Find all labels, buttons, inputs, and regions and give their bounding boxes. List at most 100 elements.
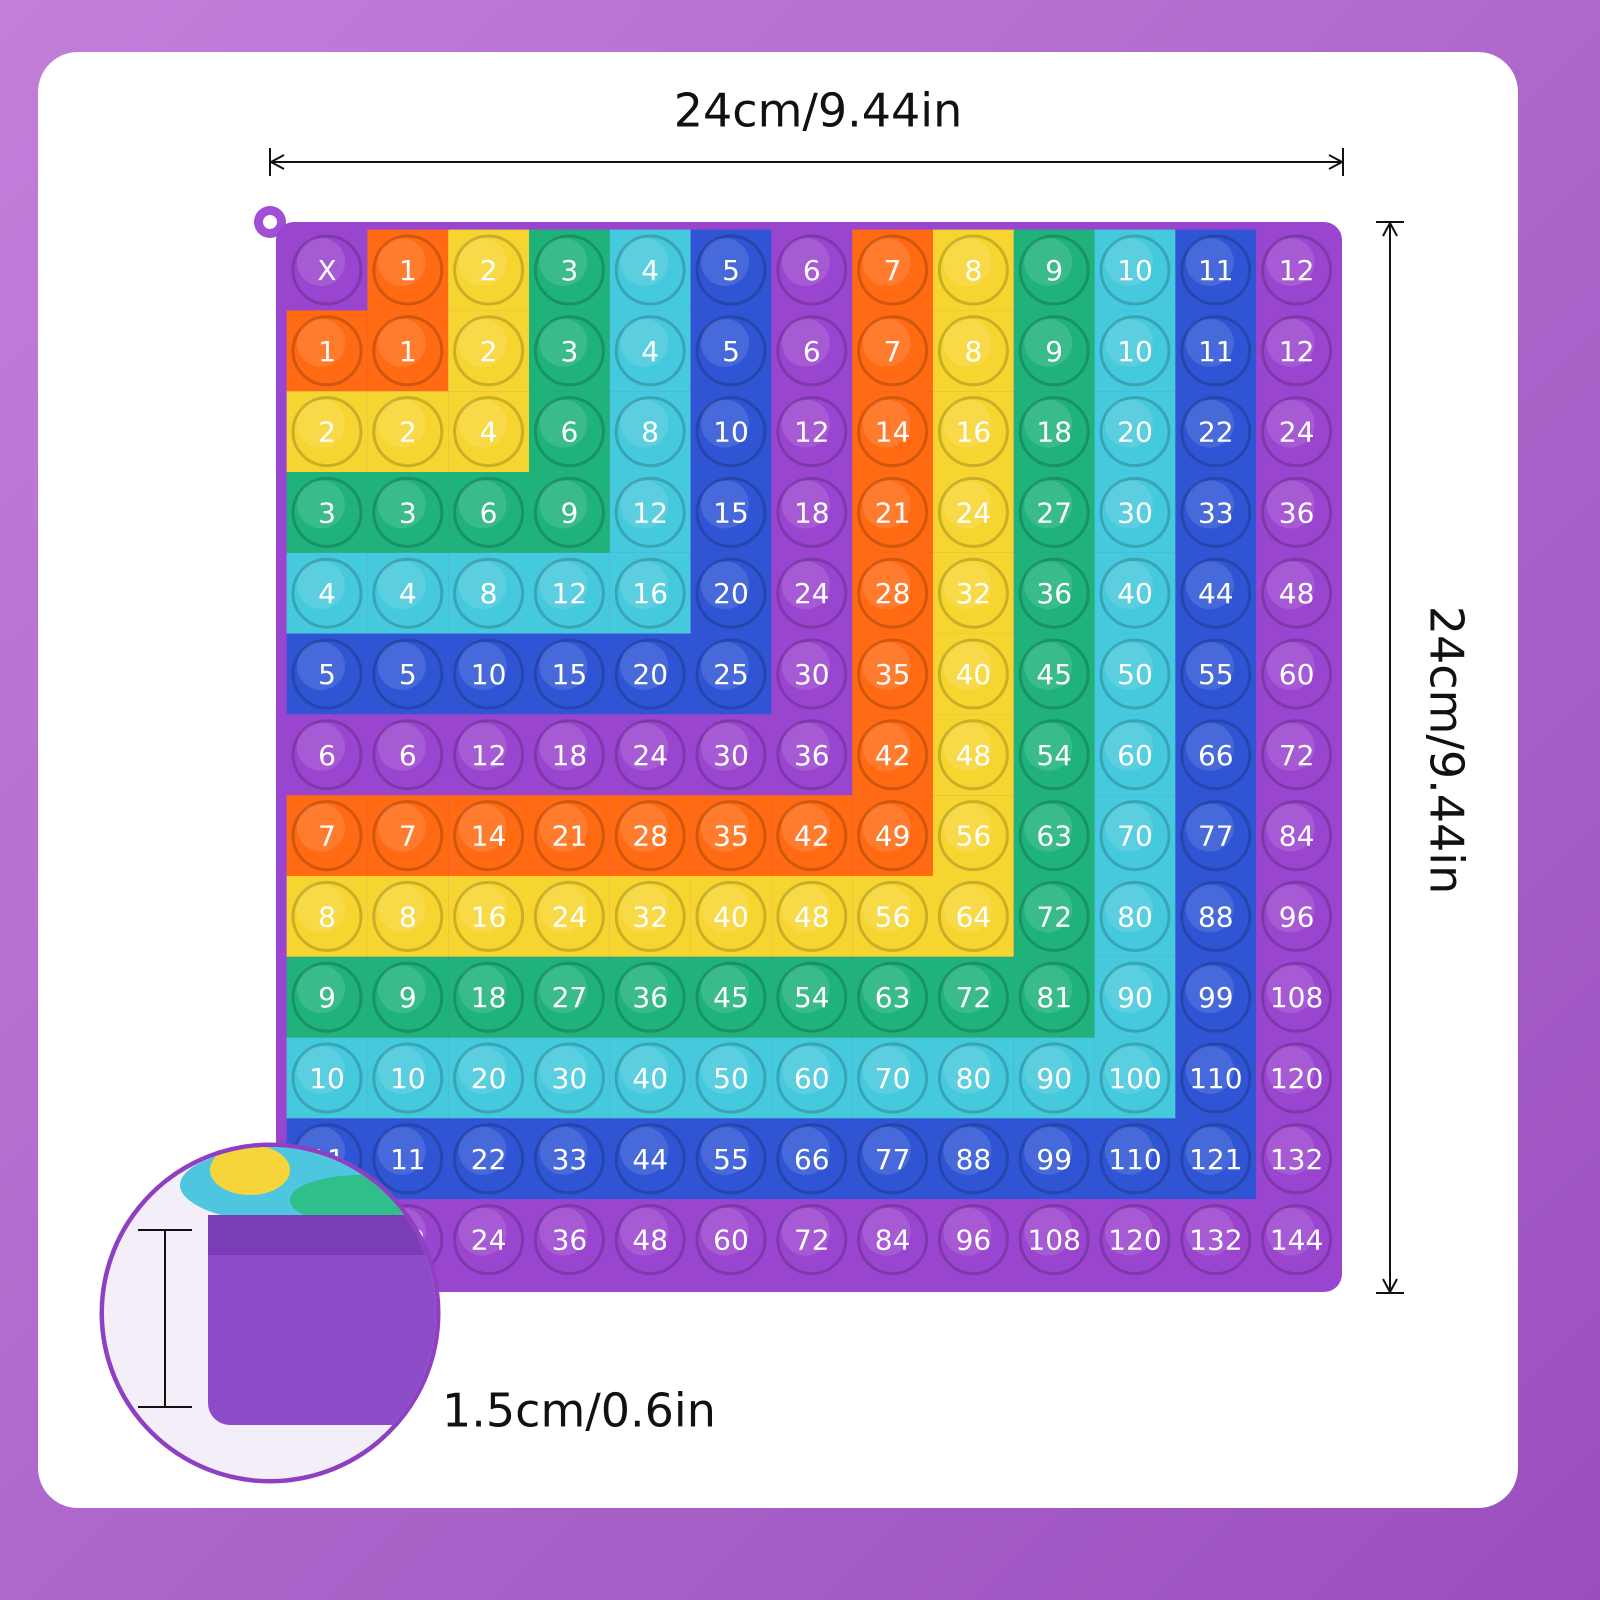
bubble-shine [1266,642,1315,690]
bubble [857,638,929,710]
bubble [776,961,848,1033]
bubble-shine [1105,1046,1153,1094]
bubble [453,719,525,791]
bubble [776,638,848,710]
cell-number: 72 [956,981,992,1014]
bubble [1099,1042,1171,1114]
cell-number: 55 [1198,658,1234,691]
bubble [453,1042,525,1114]
cell-number: 4 [399,577,417,610]
bubble [291,476,363,548]
cell-number: 54 [794,981,830,1014]
cell-number: 100 [1108,1062,1161,1095]
bubble [937,800,1009,872]
bubble [1018,719,1090,791]
bubble-shine [1185,1046,1234,1094]
bubble [1180,719,1252,791]
bubble-shine [701,480,749,529]
cell-number: 12 [1279,335,1315,368]
cell-number: 42 [875,739,911,772]
bubble-shine [1105,561,1153,610]
bubble-shine [297,1046,345,1094]
cell-number: 35 [875,658,911,691]
grid: X 1 2 3 4 5 6 7 8 9 10 11 121 1 2 3 4 5 6 7 8 9 10 11 122 2 4 6 8 10 1… [286,229,1337,1280]
bubble [1099,396,1171,468]
bubble [533,638,605,710]
bubble [776,1042,848,1114]
bubble [937,719,1009,791]
cell-number: 48 [1279,577,1315,610]
cell-number: 20 [1117,416,1153,449]
bubble [695,638,767,710]
bubble-shine [539,803,588,852]
cell-number: 28 [632,820,668,853]
cell-number: 144 [1270,1224,1323,1257]
bubble-shine [701,722,749,771]
cell-number: 70 [1117,820,1153,853]
cell-number: 32 [632,900,668,933]
bubble [372,315,444,387]
cell-number: 66 [1198,739,1234,772]
bubble-shine [620,1126,669,1175]
bubble [937,1042,1009,1114]
bubble [1261,638,1333,710]
bubble [1018,1042,1090,1114]
bubble [1018,800,1090,872]
bubble-shine [862,965,911,1014]
bubble [614,719,686,791]
bubble [291,800,363,872]
bubble-shine [1024,1126,1073,1175]
bubble-shine [297,642,345,690]
bubble-shine [781,399,830,448]
bubble [857,719,929,791]
cell-number: 6 [318,739,336,772]
cell-number: 40 [632,1062,668,1095]
bubble [937,1123,1009,1195]
cell-number: 63 [875,981,911,1014]
bubble [776,800,848,872]
bubble-shine [377,238,426,286]
bubble-shine [1266,803,1315,852]
bubble-shine [1024,561,1073,610]
bubble-shine [539,318,588,367]
cell-number: 4 [641,335,659,368]
depth-label: 1.5cm/0.6in [442,1384,716,1438]
cell-number: 7 [884,254,902,287]
bubble [857,800,929,872]
width-arrow [268,148,1345,176]
bubble [1099,800,1171,872]
cell-number: 36 [552,1224,588,1257]
cell-number: 24 [632,739,668,772]
bubble-shine [1266,561,1315,610]
cell-number: 40 [956,658,992,691]
bubble [695,557,767,629]
cell-number: 5 [722,254,740,287]
bubble [1261,1123,1333,1195]
cell-number: 12 [632,496,668,529]
cell-number: 12 [1279,254,1315,287]
bubble-shine [1024,642,1073,690]
bubble-shine [620,1046,669,1094]
bubble [533,1042,605,1114]
bubble [857,234,929,306]
bubble [372,880,444,952]
cell-number: 10 [471,658,507,691]
bubble-shine [458,1126,507,1175]
bubble-shine [943,642,992,690]
bubble-shine [458,642,507,690]
cell-number: 6 [803,254,821,287]
bubble [1261,396,1333,468]
bubble-shine [1185,642,1234,690]
bubble [937,315,1009,387]
cell-number: 77 [875,1143,911,1176]
bubble-shine [1105,965,1153,1014]
cell-number: 1 [399,254,417,287]
cell-number: 32 [956,577,992,610]
cell-number: 8 [964,335,982,368]
bubble [695,1123,767,1195]
cell-number: 70 [875,1062,911,1095]
cell-number: 33 [552,1143,588,1176]
bubble-shine [781,1046,830,1094]
bubble-shine [701,884,749,933]
bubble [453,476,525,548]
